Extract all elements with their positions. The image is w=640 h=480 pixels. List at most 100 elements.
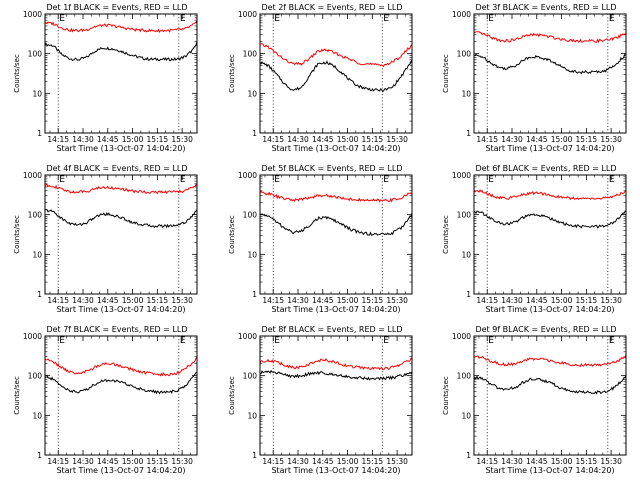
plot-frame (259, 13, 413, 134)
lld-series-line (44, 183, 198, 195)
y-tick-label: 10 (461, 411, 471, 420)
events-series-line (473, 210, 626, 229)
lld-series-line (259, 190, 413, 203)
x-tick-label: 15:30 (386, 135, 408, 144)
x-tick-label: 14:15 (262, 135, 284, 144)
y-axis-label: Counts/sec (442, 215, 450, 254)
x-tick-label: 15:30 (600, 135, 622, 144)
x-tick-label: 15:30 (386, 457, 408, 466)
chart-panel: Det 6f BLACK = Events, RED = LLD 1 10 100 10… (442, 164, 627, 314)
events-series-line (259, 369, 413, 381)
x-tick-label: 14:45 (312, 135, 334, 144)
y-tick-label: 1 (252, 290, 257, 299)
x-tick-label: 15:00 (337, 135, 359, 144)
plot-frame (44, 174, 198, 295)
event-marker-label: E (180, 175, 186, 185)
lld-series-line (259, 43, 413, 68)
lld-series-line (473, 31, 627, 44)
x-tick-label: 14:15 (262, 457, 284, 466)
lld-series-line (44, 20, 198, 34)
x-tick-label: 14:30 (287, 296, 309, 305)
y-tick-label: 100 (28, 211, 43, 220)
y-tick-label: 1000 (238, 332, 257, 341)
event-marker-label: E (59, 14, 65, 24)
y-tick-label: 1 (466, 451, 471, 460)
y-axis-label: Counts/sec (442, 54, 450, 93)
x-tick-label: 14:45 (526, 457, 548, 466)
x-tick-label: 14:15 (47, 296, 69, 305)
y-axis-label: Counts/sec (228, 54, 236, 93)
x-tick-label: 14:45 (312, 457, 334, 466)
event-marker-label: E (383, 14, 389, 24)
x-tick-label: 14:15 (262, 296, 284, 305)
x-tick-label: 14:45 (97, 135, 119, 144)
y-tick-label: 10 (32, 250, 42, 259)
x-tick-label: 14:30 (287, 457, 309, 466)
x-tick-label: 14:30 (501, 135, 523, 144)
x-tick-label: 14:30 (287, 135, 309, 144)
x-tick-label: 14:15 (476, 135, 498, 144)
event-marker-label: E (609, 336, 615, 346)
y-tick-label: 10 (461, 250, 471, 259)
y-tick-label: 1000 (23, 171, 42, 180)
x-tick-label: 14:30 (501, 457, 523, 466)
y-tick-label: 1000 (23, 332, 42, 341)
y-tick-label: 10 (32, 411, 42, 420)
events-series-line (473, 52, 627, 75)
x-axis-label: Start Time (13-Oct-07 14:04:20) (271, 144, 400, 153)
plot-frame (259, 335, 413, 456)
y-tick-label: 100 (28, 50, 43, 59)
chart-title: Det 3f BLACK = Events, RED = LLD (475, 3, 616, 12)
x-tick-label: 14:30 (72, 296, 94, 305)
chart-title: Det 1f BLACK = Events, RED = LLD (46, 3, 187, 12)
y-axis-label: Counts/sec (442, 376, 450, 415)
x-tick-label: 15:15 (362, 457, 384, 466)
event-marker-label: E (488, 175, 494, 185)
y-tick-label: 1000 (238, 10, 257, 19)
y-tick-label: 10 (247, 89, 257, 98)
y-tick-label: 100 (457, 211, 472, 220)
chart-title: Det 2f BLACK = Events, RED = LLD (261, 3, 402, 12)
x-tick-label: 15:00 (551, 457, 573, 466)
x-axis-label: Start Time (13-Oct-07 14:04:20) (56, 305, 185, 314)
x-tick-label: 15:30 (171, 296, 193, 305)
chart-panel: Det 3f BLACK = Events, RED = LLD 1 10 100 10… (442, 3, 627, 153)
event-marker-label: E (488, 14, 494, 24)
x-tick-label: 15:15 (147, 135, 169, 144)
lld-series-line (44, 356, 198, 377)
events-series-line (44, 208, 198, 229)
chart-title: Det 4f BLACK = Events, RED = LLD (46, 164, 187, 173)
x-tick-label: 15:30 (600, 296, 622, 305)
x-tick-label: 15:15 (576, 457, 598, 466)
y-tick-label: 100 (243, 50, 258, 59)
x-tick-label: 14:45 (97, 296, 119, 305)
y-axis-label: Counts/sec (228, 215, 236, 254)
y-tick-label: 1000 (23, 10, 42, 19)
event-marker-label: E (274, 175, 280, 185)
x-tick-label: 15:15 (362, 135, 384, 144)
chart-panel: Det 8f BLACK = Events, RED = LLD 1 10 100 10… (228, 325, 413, 475)
event-marker-label: E (59, 336, 65, 346)
chart-panel: Det 7f BLACK = Events, RED = LLD 1 10 100 10… (13, 325, 198, 475)
plot-frame (44, 13, 198, 134)
chart-title: Det 6f BLACK = Events, RED = LLD (475, 164, 616, 173)
y-tick-label: 1 (37, 290, 42, 299)
chart-panel: Det 5f BLACK = Events, RED = LLD 1 10 100 10… (228, 164, 413, 314)
events-series-line (44, 371, 198, 395)
x-tick-label: 14:15 (476, 457, 498, 466)
x-tick-label: 15:15 (147, 296, 169, 305)
y-tick-label: 100 (243, 372, 258, 381)
x-tick-label: 15:00 (551, 135, 573, 144)
x-tick-label: 14:30 (501, 296, 523, 305)
x-tick-label: 15:00 (122, 457, 144, 466)
x-tick-label: 14:30 (72, 135, 94, 144)
x-axis-label: Start Time (13-Oct-07 14:04:20) (485, 466, 614, 475)
events-series-line (44, 41, 198, 62)
y-axis-label: Counts/sec (13, 54, 21, 93)
x-tick-label: 15:30 (171, 457, 193, 466)
plot-frame (473, 174, 627, 295)
chart-title: Det 9f BLACK = Events, RED = LLD (475, 325, 616, 334)
event-marker-label: E (180, 336, 186, 346)
x-axis-label: Start Time (13-Oct-07 14:04:20) (56, 144, 185, 153)
